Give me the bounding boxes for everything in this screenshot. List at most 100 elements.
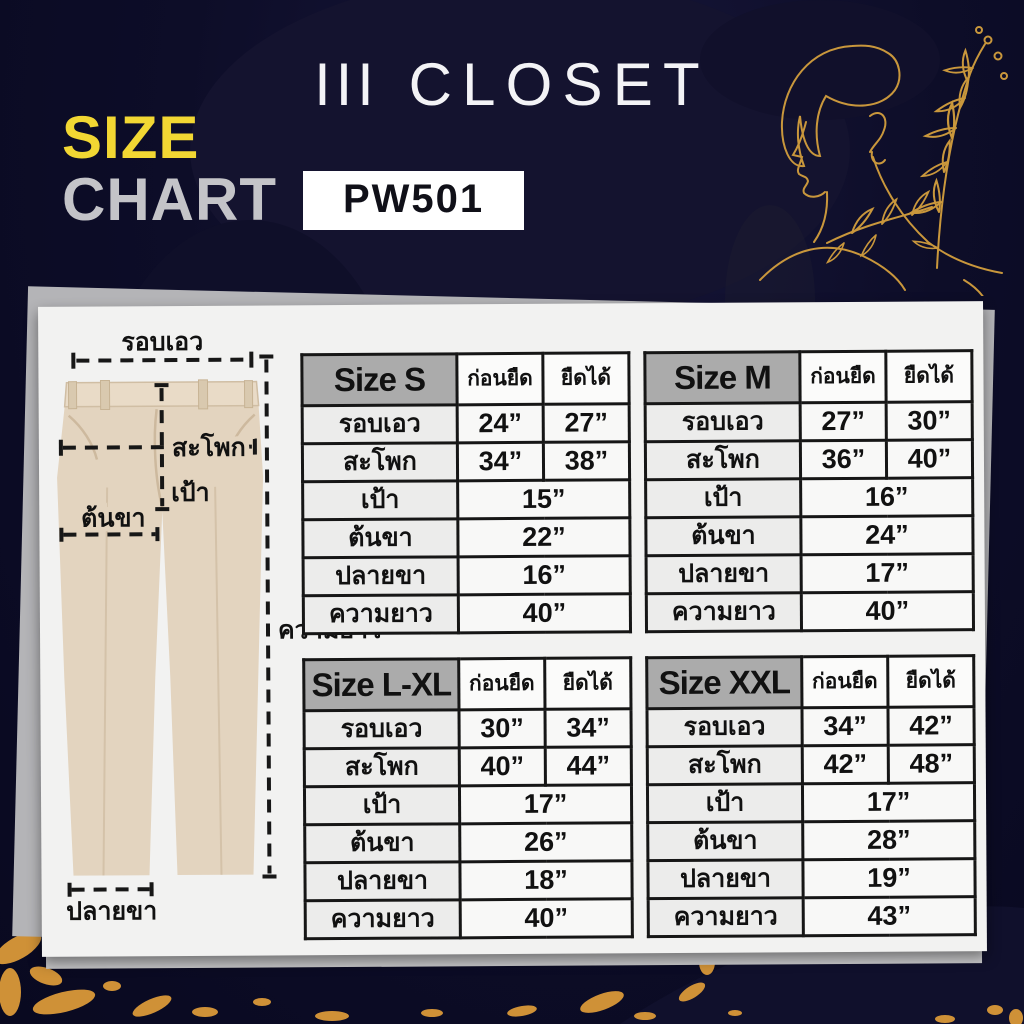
table-row: สะโพก 40” 44” — [304, 746, 632, 787]
row-label: ต้นขา — [645, 516, 802, 556]
table-header-row: Size L-XL ก่อนยืด ยืดได้ — [303, 657, 631, 711]
table-header-row: Size M ก่อนยืด ยืดได้ — [644, 350, 973, 404]
table-header-row: Size S ก่อนยืด ยืดได้ — [301, 352, 630, 406]
row-label: สะโพก — [645, 440, 801, 480]
table-row: รอบเอว 24” 27” — [302, 403, 630, 444]
row-label: ความยาว — [305, 899, 461, 939]
row-label: ความยาว — [303, 594, 459, 634]
cell-value: 26” — [459, 822, 632, 862]
cell-value: 17” — [801, 553, 974, 593]
model-code-badge: PW501 — [302, 170, 525, 230]
table-row: รอบเอว 34” 42” — [646, 706, 975, 747]
hip-label: สะโพก — [172, 432, 246, 462]
table-row: ปลายขา 18” — [304, 860, 633, 901]
cell-value: 15” — [457, 479, 630, 519]
table-row: ความยาว 40” — [646, 591, 974, 632]
cell-value: 42” — [887, 706, 975, 746]
table-row: ต้นขา 28” — [647, 820, 975, 861]
brand-logo-bars: III — [314, 51, 379, 118]
table-row: ปลายขา 16” — [303, 555, 631, 596]
size-chart-card: รอบเอว สะโพก เป้า ต้นขา ความยาว ปลายขา — [38, 301, 987, 957]
size-title: Size M — [644, 351, 801, 404]
cell-value: 34” — [544, 708, 632, 748]
size-table-lxl: Size L-XL ก่อนยืด ยืดได้ รอบเอว 30” 34” … — [302, 656, 634, 940]
size-table-s: Size S ก่อนยืด ยืดได้ รอบเอว 24” 27” สะโ… — [300, 351, 632, 635]
table-row: สะโพก 36” 40” — [645, 439, 973, 480]
brand-logo: III CLOSET — [0, 50, 1024, 119]
row-label: ปลายขา — [646, 554, 802, 594]
cell-value: 24” — [457, 404, 544, 443]
cell-value: 18” — [459, 860, 633, 900]
row-label: ความยาว — [646, 592, 802, 632]
thigh-label: ต้นขา — [81, 504, 146, 532]
table-row: ปลายขา 19” — [647, 858, 976, 899]
col-before-stretch: ก่อนยืด — [799, 351, 887, 403]
size-title: Size L-XL — [303, 658, 459, 711]
col-stretchable: ยืดได้ — [542, 352, 630, 405]
row-label: ปลายขา — [303, 556, 459, 596]
cell-value: 34” — [801, 707, 889, 746]
cell-value: 40” — [459, 747, 546, 786]
row-label: สะโพก — [647, 745, 803, 785]
row-label: ต้นขา — [647, 821, 803, 861]
row-label: ปลายขา — [304, 861, 461, 901]
col-stretchable: ยืดได้ — [887, 655, 974, 708]
row-label: เป้า — [302, 480, 458, 520]
table-row: เป้า 17” — [647, 782, 975, 823]
col-stretchable: ยืดได้ — [885, 350, 973, 403]
title-chart: CHART — [62, 166, 277, 233]
row-label: เป้า — [304, 785, 460, 825]
table-row: ต้นขา 22” — [302, 517, 631, 558]
row-label: เป้า — [645, 478, 801, 518]
cell-value: 27” — [800, 402, 887, 441]
size-title: Size XXL — [646, 656, 802, 709]
cell-value: 40” — [458, 593, 631, 633]
size-table-m: Size M ก่อนยืด ยืดได้ รอบเอว 27” 30” สะโ… — [643, 349, 975, 633]
row-label: รอบเอว — [646, 707, 803, 747]
cell-value: 28” — [802, 820, 975, 860]
cell-value: 17” — [459, 784, 632, 824]
cell-value: 43” — [803, 896, 976, 936]
row-label: ความยาว — [648, 897, 804, 937]
row-label: ต้นขา — [302, 518, 459, 558]
cell-value: 40” — [460, 898, 633, 938]
col-stretchable: ยืดได้ — [544, 657, 631, 710]
row-label: รอบเอว — [302, 404, 458, 444]
cell-value: 22” — [457, 517, 631, 557]
table-row: สะโพก 34” 38” — [302, 441, 630, 482]
cell-value: 24” — [800, 515, 974, 555]
table-row: ต้นขา 26” — [304, 822, 632, 863]
table-row: สะโพก 42” 48” — [647, 744, 975, 785]
size-title: Size S — [301, 353, 458, 406]
row-label: รอบเอว — [645, 402, 801, 442]
cell-value: 30” — [458, 709, 546, 748]
cell-value: 16” — [458, 555, 631, 595]
table-row: ความยาว 43” — [648, 896, 976, 937]
cell-value: 19” — [802, 858, 976, 898]
row-label: สะโพก — [304, 747, 460, 787]
waist-label: รอบเอว — [121, 328, 203, 356]
pants-diagram: รอบเอว สะโพก เป้า ต้นขา ความยาว ปลายขา — [57, 328, 382, 926]
table-row: เป้า 15” — [302, 479, 630, 520]
col-before-stretch: ก่อนยืด — [458, 658, 545, 710]
row-label: ปลายขา — [647, 859, 804, 899]
cell-value: 44” — [545, 746, 632, 786]
cell-value: 40” — [886, 439, 973, 479]
table-row: ต้นขา 24” — [645, 515, 974, 556]
table-row: เป้า 16” — [645, 477, 973, 518]
row-label: รอบเอว — [303, 709, 460, 749]
crotch-label: เป้า — [171, 479, 210, 507]
col-before-stretch: ก่อนยืด — [801, 656, 888, 708]
row-label: เป้า — [647, 783, 803, 823]
hem-label: ปลายขา — [66, 897, 157, 926]
title-chart-row: CHART PW501 — [62, 166, 525, 233]
table-row: รอบเอว 27” 30” — [645, 401, 973, 442]
cell-value: 36” — [800, 440, 887, 479]
col-before-stretch: ก่อนยืด — [456, 353, 544, 405]
cell-value: 27” — [543, 403, 630, 443]
title-size: SIZE — [62, 104, 200, 171]
table-row: เป้า 17” — [304, 784, 632, 825]
brand-logo-name: CLOSET — [408, 51, 710, 118]
cell-value: 38” — [543, 441, 630, 481]
row-label: ต้นขา — [304, 823, 460, 863]
